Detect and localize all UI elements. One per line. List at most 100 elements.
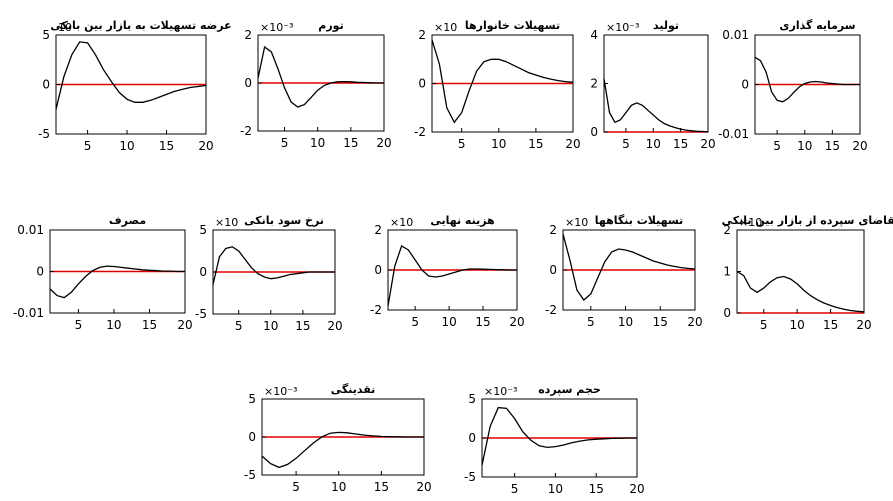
panel-title: نرخ سود بانکی (244, 214, 324, 227)
x-tick-label: 15 (589, 482, 604, 496)
x-tick-label: 5 (292, 480, 300, 494)
x-tick-label: 5 (760, 318, 768, 332)
x-tick-label: 10 (263, 319, 278, 333)
x-tick-label: 20 (509, 315, 524, 329)
irf-panel: 5 10 15 20 0.01 0 -0.01 مصرف (13, 214, 193, 332)
x-tick-label: 10 (441, 315, 456, 329)
y-tick-label: 0 (199, 265, 207, 279)
x-tick-label: 5 (587, 315, 595, 329)
response-line (481, 406, 637, 466)
x-tick-label: 15 (673, 137, 688, 151)
response-line (754, 56, 860, 103)
response-line (431, 39, 574, 124)
x-tick-label: 20 (629, 482, 644, 496)
y-tick-label: 0 (468, 431, 476, 445)
y-tick-label: 2 (723, 223, 731, 237)
y-tick-label: 2 (374, 223, 382, 237)
x-tick-label: 15 (475, 315, 490, 329)
irf-panel: 5 10 15 20 5 0 -5 ×10⁻³ حجم سپرده (464, 383, 645, 496)
y-tick-label: 0 (374, 263, 382, 277)
axis-multiplier: ×10 (565, 216, 588, 229)
y-tick-label: 2 (549, 223, 557, 237)
y-tick-label: -0.01 (13, 306, 44, 320)
x-tick-label: 10 (310, 136, 325, 150)
axis-multiplier: 10 (58, 21, 72, 34)
y-tick-label: -2 (240, 124, 252, 138)
panel-title: حجم سپرده (538, 383, 601, 396)
y-tick-label: 5 (468, 392, 476, 406)
y-tick-label: -0.01 (718, 127, 749, 141)
y-tick-label: -5 (38, 127, 50, 141)
x-tick-label: 5 (235, 319, 243, 333)
axis-multiplier: ×10⁻³ (606, 21, 639, 34)
y-tick-label: 0 (248, 430, 256, 444)
y-tick-label: -2 (414, 125, 426, 139)
x-tick-label: 15 (825, 139, 840, 153)
x-tick-label: 10 (491, 137, 506, 151)
panel-title: سرمایه گذاری (779, 19, 855, 32)
x-tick-label: 10 (119, 139, 134, 153)
panel-title: مصرف (109, 214, 146, 227)
axis-multiplier: ×10 (215, 216, 238, 229)
x-tick-label: 15 (528, 137, 543, 151)
x-tick-label: 20 (856, 318, 871, 332)
panel-title: عرضه تسهیلات به بازار بین بانکی (50, 19, 231, 32)
y-tick-label: 5 (42, 28, 50, 42)
response-line (261, 431, 424, 469)
axis-multiplier: ×10 (434, 21, 457, 34)
x-tick-label: 5 (773, 139, 781, 153)
x-tick-label: 20 (177, 318, 192, 332)
x-tick-label: 20 (376, 136, 391, 150)
x-tick-label: 5 (622, 137, 630, 151)
irf-panel: 5 10 15 20 5 0 -5 ×10 نرخ سود بانکی (195, 214, 343, 333)
y-tick-label: 2 (244, 28, 252, 42)
y-tick-label: -5 (464, 470, 476, 484)
y-tick-label: 1 (723, 265, 731, 279)
plot-frame (736, 229, 865, 314)
response-line (603, 78, 709, 133)
x-tick-label: 20 (687, 315, 702, 329)
x-tick-label: 15 (159, 139, 174, 153)
y-tick-label: 0 (418, 77, 426, 91)
axis-multiplier: ×10 (390, 216, 413, 229)
panel-title: تقاضای سپرده از بازار بین بانکی (722, 214, 893, 227)
y-tick-label: -5 (195, 307, 207, 321)
y-tick-label: 2 (590, 77, 598, 91)
x-tick-label: 15 (295, 319, 310, 333)
x-tick-label: 20 (565, 137, 580, 151)
x-tick-label: 5 (458, 137, 466, 151)
y-tick-label: -5 (244, 468, 256, 482)
y-tick-label: 0 (549, 263, 557, 277)
axis-multiplier: ×10⁻³ (260, 21, 293, 34)
x-tick-label: 10 (797, 139, 812, 153)
x-tick-label: 10 (548, 482, 563, 496)
y-tick-label: 0 (36, 265, 44, 279)
x-tick-label: 5 (511, 482, 519, 496)
x-tick-label: 20 (416, 480, 431, 494)
x-tick-label: 15 (823, 318, 838, 332)
x-tick-label: 5 (75, 318, 83, 332)
y-tick-label: 0 (590, 125, 598, 139)
x-tick-label: 15 (374, 480, 389, 494)
axis-multiplier: ×10 (739, 216, 762, 229)
x-tick-label: 10 (646, 137, 661, 151)
panel-title: تسهیلات خانوارها (465, 19, 560, 32)
response-line (257, 45, 384, 108)
x-tick-label: 20 (198, 139, 213, 153)
y-tick-label: -2 (370, 303, 382, 317)
response-line (387, 245, 517, 307)
y-tick-label: 0 (42, 78, 50, 92)
axis-multiplier: ×10⁻³ (264, 385, 297, 398)
response-line (736, 270, 865, 313)
panel-title: تولید (653, 19, 679, 32)
x-tick-label: 15 (142, 318, 157, 332)
y-tick-label: -2 (545, 303, 557, 317)
x-tick-label: 15 (653, 315, 668, 329)
